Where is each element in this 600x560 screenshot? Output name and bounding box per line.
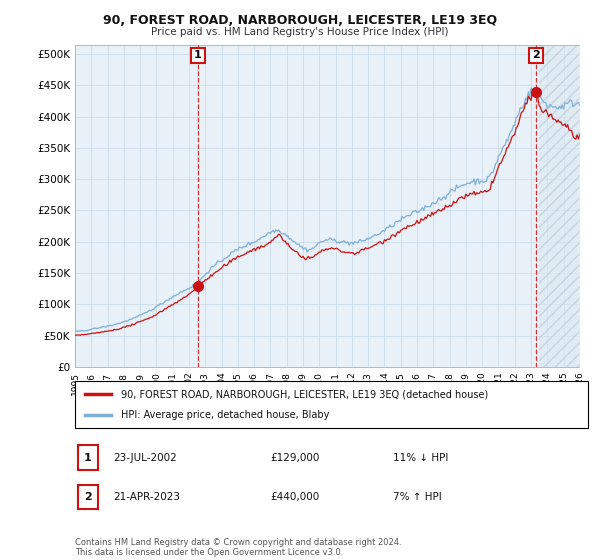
Bar [539, 45, 588, 367]
Text: HPI: Average price, detached house, Blaby: HPI: Average price, detached house, Blab… [121, 410, 329, 420]
FancyBboxPatch shape [77, 446, 98, 470]
Text: 7% ↑ HPI: 7% ↑ HPI [393, 492, 442, 502]
Text: 90, FOREST ROAD, NARBOROUGH, LEICESTER, LE19 3EQ: 90, FOREST ROAD, NARBOROUGH, LEICESTER, … [103, 14, 497, 27]
Text: 21-APR-2023: 21-APR-2023 [113, 492, 181, 502]
FancyBboxPatch shape [77, 484, 98, 510]
Text: £440,000: £440,000 [270, 492, 319, 502]
Text: 11% ↓ HPI: 11% ↓ HPI [393, 453, 448, 463]
Text: 90, FOREST ROAD, NARBOROUGH, LEICESTER, LE19 3EQ (detached house): 90, FOREST ROAD, NARBOROUGH, LEICESTER, … [121, 389, 488, 399]
Text: £129,000: £129,000 [270, 453, 319, 463]
FancyBboxPatch shape [75, 381, 588, 428]
Text: 1: 1 [84, 453, 92, 463]
Text: 2: 2 [532, 50, 540, 60]
Text: 23-JUL-2002: 23-JUL-2002 [113, 453, 177, 463]
Text: 2: 2 [84, 492, 92, 502]
Text: 1: 1 [194, 50, 202, 60]
Text: Contains HM Land Registry data © Crown copyright and database right 2024.
This d: Contains HM Land Registry data © Crown c… [75, 538, 401, 557]
Text: Price paid vs. HM Land Registry's House Price Index (HPI): Price paid vs. HM Land Registry's House … [151, 27, 449, 37]
